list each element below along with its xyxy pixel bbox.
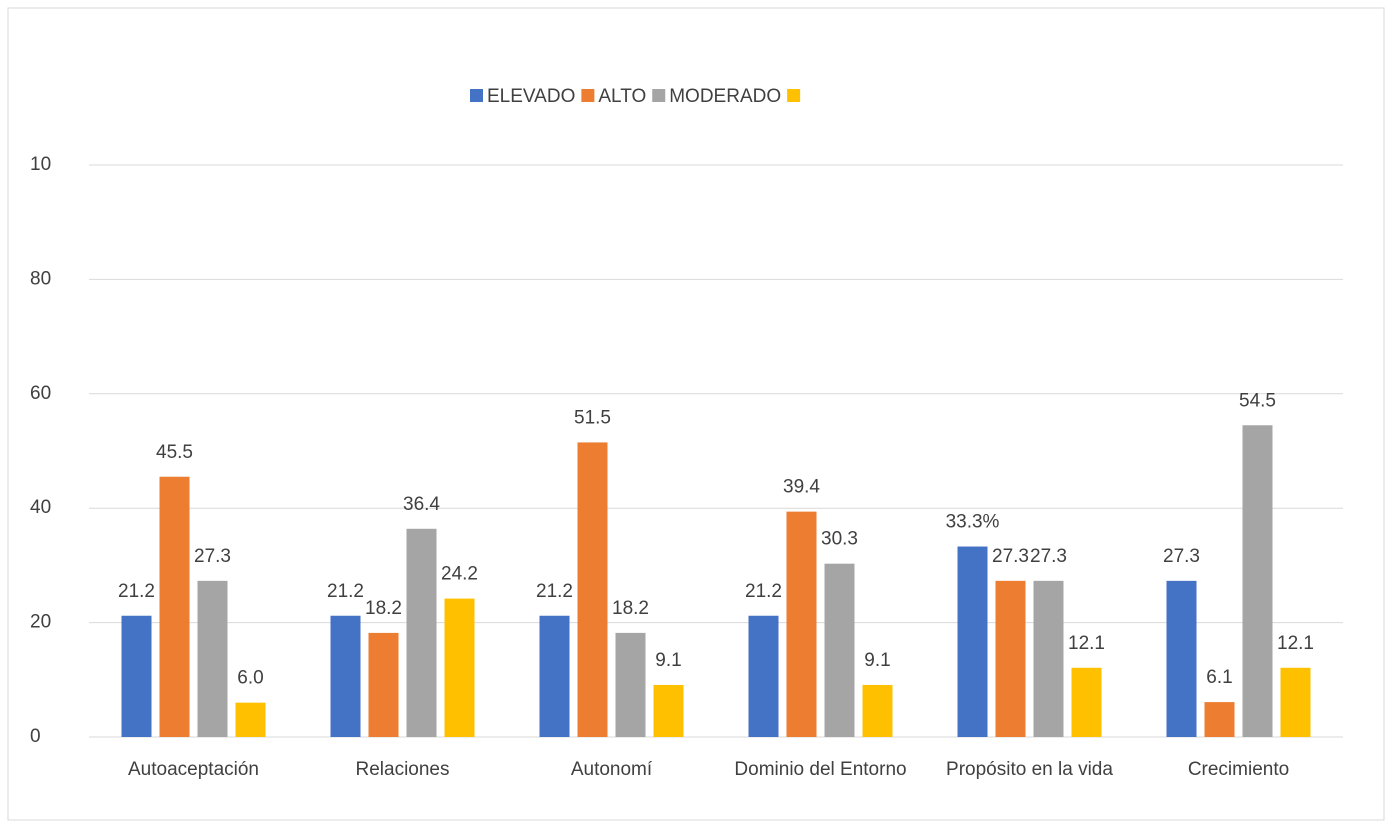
bar bbox=[957, 546, 988, 737]
data-label: 21.2 bbox=[745, 581, 782, 602]
data-label: 6.0 bbox=[237, 668, 263, 689]
x-tick-label: Autonomí bbox=[571, 759, 653, 780]
chart-frame bbox=[7, 7, 1385, 821]
data-label: 45.5 bbox=[156, 442, 193, 463]
bar bbox=[121, 615, 152, 737]
legend-swatch bbox=[470, 89, 483, 102]
legend-label: ALTO bbox=[598, 86, 646, 107]
x-tick-label: Crecimiento bbox=[1188, 759, 1289, 780]
data-label: 30.3 bbox=[821, 529, 858, 550]
bar bbox=[159, 476, 190, 737]
bar bbox=[406, 528, 437, 737]
legend-swatch bbox=[652, 89, 666, 102]
data-label: 36.4 bbox=[403, 494, 440, 515]
data-label: 21.2 bbox=[118, 581, 155, 602]
legend-label: MODERADO bbox=[669, 86, 781, 107]
y-tick-label: 20 bbox=[30, 612, 51, 633]
data-label: 12.1 bbox=[1277, 633, 1314, 654]
bar bbox=[1033, 580, 1064, 737]
data-label: 6.1 bbox=[1206, 667, 1232, 688]
data-label: 54.5 bbox=[1239, 390, 1276, 411]
bar bbox=[862, 684, 893, 737]
bar bbox=[577, 442, 608, 737]
data-label: 51.5 bbox=[574, 407, 611, 428]
legend-swatch bbox=[581, 89, 595, 102]
bar bbox=[995, 580, 1026, 737]
bar bbox=[1166, 580, 1197, 737]
bar bbox=[1280, 667, 1311, 737]
data-label: 27.3 bbox=[1163, 546, 1200, 567]
bar bbox=[653, 684, 684, 737]
bar bbox=[330, 615, 361, 737]
data-label: 9.1 bbox=[864, 650, 890, 671]
bar bbox=[197, 580, 228, 737]
y-tick-label: 80 bbox=[30, 268, 51, 289]
bar bbox=[615, 632, 646, 737]
legend-label: ELEVADO bbox=[487, 86, 575, 107]
bar bbox=[444, 598, 475, 737]
y-tick-label: 0 bbox=[30, 726, 41, 747]
data-label: 39.4 bbox=[783, 477, 820, 498]
data-label: 27.3 bbox=[992, 546, 1029, 567]
bar bbox=[1242, 425, 1273, 737]
x-tick-label: Dominio del Entorno bbox=[734, 759, 906, 780]
bar bbox=[539, 615, 570, 737]
y-tick-label: 60 bbox=[30, 383, 51, 404]
data-label: 18.2 bbox=[365, 598, 402, 619]
data-label: 18.2 bbox=[612, 598, 649, 619]
data-label: 27.3 bbox=[1030, 546, 1067, 567]
y-tick-label: 10 bbox=[30, 154, 51, 175]
data-label: 21.2 bbox=[536, 581, 573, 602]
data-label: 21.2 bbox=[327, 581, 364, 602]
data-label: 12.1 bbox=[1068, 633, 1105, 654]
bar bbox=[235, 702, 266, 737]
x-tick-label: Autoaceptación bbox=[128, 759, 259, 780]
x-tick-label: Propósito en la vida bbox=[946, 759, 1113, 780]
data-label: 24.2 bbox=[441, 564, 478, 585]
y-tick-label: 40 bbox=[30, 497, 51, 518]
legend-swatch bbox=[787, 89, 801, 102]
bar bbox=[1204, 702, 1235, 737]
x-tick-label: Relaciones bbox=[356, 759, 450, 780]
bar bbox=[786, 511, 817, 737]
data-label: 27.3 bbox=[194, 546, 231, 567]
bar bbox=[824, 563, 855, 737]
bar bbox=[368, 632, 399, 737]
data-label: 9.1 bbox=[655, 650, 681, 671]
data-label: 33.3% bbox=[946, 512, 1000, 533]
bar bbox=[1071, 667, 1102, 737]
bar bbox=[748, 615, 779, 737]
